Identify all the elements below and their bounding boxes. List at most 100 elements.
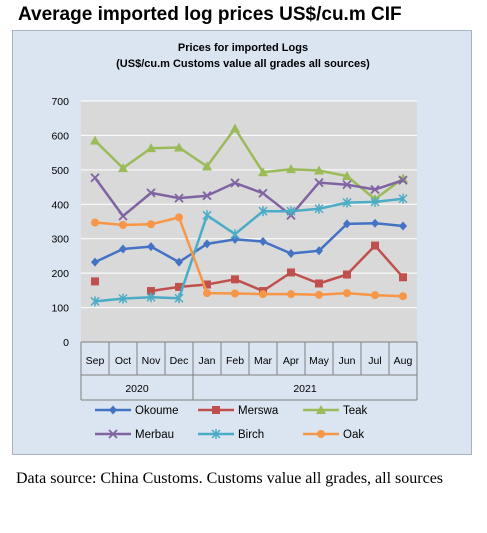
x-tick-label: Oct	[115, 355, 131, 367]
series-line-oak	[94, 216, 404, 298]
data-point-merbau	[118, 211, 128, 221]
data-point-okoume	[203, 239, 211, 249]
data-point-merswa	[175, 282, 183, 291]
data-point-merbau	[146, 188, 156, 198]
legend-label-teak: Teak	[343, 405, 368, 417]
series-merbau	[90, 173, 408, 221]
x-tick-label: Apr	[283, 355, 300, 367]
data-point-merbau	[258, 188, 268, 198]
y-tick-label: 600	[51, 130, 69, 142]
data-point-merswa	[231, 275, 239, 284]
data-point-oak	[119, 220, 127, 229]
data-point-birch	[118, 293, 128, 304]
legend-marker-merswa	[212, 406, 220, 414]
data-point-birch	[398, 193, 408, 204]
data-point-teak	[258, 167, 268, 177]
data-point-merbau	[314, 177, 324, 188]
series-birch	[90, 193, 408, 307]
data-point-merbau	[342, 180, 352, 190]
data-point-oak	[147, 220, 155, 229]
data-point-merswa	[203, 280, 211, 289]
y-tick-label: 700	[51, 96, 69, 108]
data-point-teak	[230, 123, 240, 133]
data-point-oak	[203, 289, 211, 298]
data-point-oak	[259, 290, 267, 299]
data-point-okoume	[287, 249, 295, 259]
data-point-merbau	[202, 191, 212, 201]
series-line-birch	[94, 197, 404, 303]
data-point-okoume	[259, 236, 267, 246]
chart-frame: Prices for imported Logs (US$/cu.m Custo…	[12, 30, 472, 455]
data-point-birch	[258, 206, 268, 217]
y-tick-label: 0	[63, 337, 69, 349]
y-tick-label: 300	[51, 234, 69, 246]
data-point-teak	[342, 171, 352, 181]
legend-item-birch: Birch	[198, 429, 264, 441]
x-tick-label: Dec	[170, 355, 189, 367]
data-point-teak	[286, 164, 296, 174]
legend-item-oak: Oak	[303, 429, 364, 441]
x-tick-label: May	[309, 355, 330, 367]
data-point-okoume	[343, 219, 351, 229]
x-tick-label: Jul	[368, 355, 381, 367]
x-tick-label: Nov	[142, 355, 161, 367]
x-tick-label: Jun	[339, 355, 356, 367]
x-tick-label: Jan	[199, 355, 216, 367]
data-point-teak	[174, 142, 184, 152]
data-point-merswa	[91, 277, 99, 286]
x-tick-label: Mar	[254, 355, 273, 367]
x-tick-label: Sep	[86, 355, 105, 367]
y-tick-label: 100	[51, 303, 69, 315]
data-point-birch	[202, 210, 212, 221]
data-point-birch	[174, 293, 184, 304]
legend-item-merbau: Merbau	[95, 429, 174, 441]
data-point-birch	[146, 292, 156, 303]
y-tick-label: 500	[51, 165, 69, 177]
data-point-oak	[343, 289, 351, 298]
legend-marker-teak	[316, 405, 326, 414]
line-chart: Prices for imported Logs (US$/cu.m Custo…	[51, 42, 418, 441]
legend-marker-okoume	[109, 405, 117, 415]
data-point-oak	[231, 289, 239, 298]
legend-label-birch: Birch	[238, 429, 264, 441]
chart-subtitle: (US$/cu.m Customs value all grades all s…	[116, 58, 370, 70]
data-point-merswa	[399, 273, 407, 282]
legend-label-merswa: Merswa	[238, 405, 279, 417]
data-point-oak	[175, 213, 183, 222]
data-point-okoume	[175, 257, 183, 267]
data-point-okoume	[399, 221, 407, 231]
data-point-merswa	[371, 241, 379, 250]
year-label: 2020	[125, 383, 149, 395]
legend-item-merswa: Merswa	[198, 405, 279, 417]
legend-marker-oak	[317, 430, 325, 438]
data-point-merbau	[174, 193, 184, 203]
y-tick-label: 200	[51, 268, 69, 280]
y-tick-label: 400	[51, 199, 69, 211]
x-tick-label: Aug	[394, 355, 413, 367]
data-point-teak	[146, 143, 156, 153]
data-point-oak	[91, 218, 99, 227]
legend-label-okoume: Okoume	[135, 405, 178, 417]
data-point-merswa	[315, 279, 323, 288]
data-point-merswa	[343, 270, 351, 279]
series-line-okoume	[94, 221, 404, 264]
data-point-okoume	[147, 242, 155, 252]
data-point-teak	[118, 163, 128, 173]
legend-item-teak: Teak	[303, 405, 368, 417]
data-point-okoume	[371, 218, 379, 228]
page-title: Average imported log prices US$/cu.m CIF	[18, 4, 402, 25]
series-teak	[90, 123, 408, 204]
data-point-birch	[370, 196, 380, 207]
x-tick-label: Feb	[226, 355, 244, 367]
chart-title: Prices for imported Logs	[178, 42, 308, 54]
data-point-teak	[90, 135, 100, 145]
series-oak	[91, 213, 407, 301]
source-note: Data source: China Customs. Customs valu…	[16, 470, 444, 487]
series-line-merswa	[150, 244, 404, 293]
data-point-birch	[314, 203, 324, 214]
legend-label-merbau: Merbau	[135, 429, 174, 441]
data-point-merswa	[147, 287, 155, 296]
data-point-teak	[314, 165, 324, 175]
data-point-merbau	[90, 173, 100, 183]
data-point-birch	[230, 229, 240, 240]
